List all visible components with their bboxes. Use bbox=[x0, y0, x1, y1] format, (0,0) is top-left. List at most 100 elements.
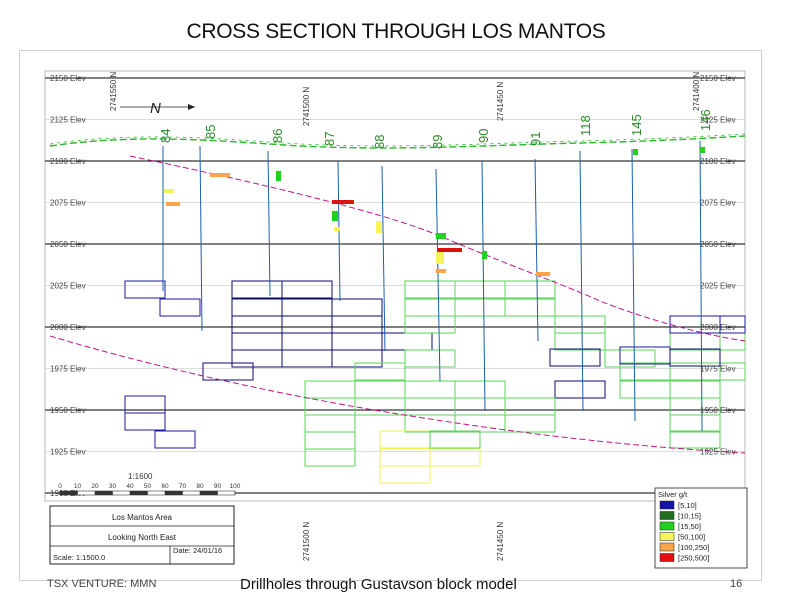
hole-id-label: 86 bbox=[270, 129, 285, 143]
legend-title: Silver g/t bbox=[658, 490, 688, 499]
elevation-label-right: 2075 Elev bbox=[700, 199, 736, 208]
model-block bbox=[304, 431, 356, 450]
model-block bbox=[404, 414, 456, 433]
northing-label: 2741500 N bbox=[302, 87, 311, 126]
northing-label-bottom: 2741450 N bbox=[496, 522, 505, 561]
drillhole-trace bbox=[699, 140, 703, 432]
model-block bbox=[619, 380, 671, 399]
model-block bbox=[354, 380, 406, 399]
model-block bbox=[604, 349, 656, 368]
scale-tick-label: 90 bbox=[214, 483, 222, 490]
lower-fault-trace bbox=[49, 335, 746, 454]
model-block bbox=[231, 280, 283, 299]
upper-fault-trace bbox=[129, 155, 746, 342]
cross-section-panel: 2150 Elev 2125 Elev 2100 Elev 2075 Elev 2050… bbox=[19, 50, 762, 581]
model-block bbox=[719, 315, 746, 334]
model-block bbox=[354, 362, 406, 381]
elevation-label-right: 1950 Elev bbox=[700, 406, 736, 415]
legend-swatch bbox=[659, 532, 675, 541]
page-number: 16 bbox=[730, 578, 743, 590]
scale-tick-label: 100 bbox=[230, 483, 241, 490]
legend-label: [5,10] bbox=[678, 501, 697, 510]
hole-id-label: 87 bbox=[322, 132, 337, 146]
model-block bbox=[404, 280, 456, 299]
elevation-label-right: 2150 Elev bbox=[700, 74, 736, 83]
model-block bbox=[669, 380, 721, 399]
legend-swatch bbox=[659, 521, 675, 531]
elevation-label-right: 2000 Elev bbox=[700, 323, 736, 332]
model-block bbox=[281, 315, 333, 334]
legend-swatch bbox=[659, 553, 675, 562]
model-block bbox=[669, 414, 721, 433]
model-block bbox=[379, 465, 431, 484]
model-block bbox=[454, 280, 506, 299]
model-block bbox=[331, 298, 383, 317]
hole-id-label: 146 bbox=[698, 109, 713, 131]
legend-swatch bbox=[659, 511, 675, 520]
drillhole-trace bbox=[534, 158, 539, 342]
elevation-grid bbox=[45, 77, 745, 494]
grade-legend: Silver g/t [5,10][10,15][15,50][50,100][… bbox=[654, 487, 748, 569]
northing-labels: 2741550 N 2741500 N 2741450 N 2741400 N … bbox=[109, 72, 701, 561]
hole-id-labels: 84 85 86 87 88 89 90 91 118 145 146 bbox=[158, 109, 713, 149]
hole-id-label: 90 bbox=[476, 129, 491, 143]
title-block-scale: Scale: 1:1500.0 bbox=[53, 553, 105, 562]
model-block bbox=[304, 448, 356, 467]
model-block bbox=[719, 362, 746, 381]
model-block bbox=[331, 332, 383, 351]
elevation-label-left: 1925 Elev bbox=[50, 448, 86, 457]
model-block bbox=[404, 349, 456, 368]
model-block bbox=[331, 315, 383, 334]
model-block bbox=[381, 332, 433, 351]
elevation-label-right: 1925 Elev bbox=[700, 448, 736, 457]
model-block bbox=[504, 298, 556, 317]
scale-tick-label: 80 bbox=[196, 483, 204, 490]
northing-label: 2741400 N bbox=[692, 72, 701, 111]
model-block bbox=[231, 315, 283, 334]
title-block-area: Los Mantos Area bbox=[112, 513, 173, 522]
north-arrow-label: N bbox=[150, 100, 161, 117]
model-block bbox=[504, 397, 556, 416]
slide-title: CROSS SECTION THROUGH LOS MANTOS bbox=[186, 20, 606, 43]
hole-id-label: 145 bbox=[629, 114, 644, 136]
model-block bbox=[669, 332, 721, 351]
model-block bbox=[429, 448, 481, 467]
north-arrow-icon: N bbox=[120, 100, 195, 117]
elevation-label-right: 2050 Elev bbox=[700, 240, 736, 249]
scale-tick-label: 10 bbox=[74, 483, 82, 490]
elevation-label-left: 2025 Elev bbox=[50, 282, 86, 291]
northing-label: 2741550 N bbox=[109, 72, 118, 111]
drillholes bbox=[162, 140, 703, 432]
elevation-label-right: 1975 Elev bbox=[700, 365, 736, 374]
model-block bbox=[281, 332, 333, 351]
model-block bbox=[231, 349, 283, 368]
model-block bbox=[124, 395, 166, 414]
drillhole-trace bbox=[267, 150, 271, 297]
footer-ticker: TSX VENTURE: MMN bbox=[47, 578, 157, 590]
scale-tick-label: 60 bbox=[161, 483, 169, 490]
model-block bbox=[454, 397, 506, 416]
legend-swatch bbox=[659, 500, 675, 510]
title-block-date: Date: 24/01/16 bbox=[173, 546, 222, 555]
model-block bbox=[154, 430, 196, 449]
model-block bbox=[404, 315, 456, 334]
hole-id-label: 85 bbox=[203, 125, 218, 139]
model-block bbox=[669, 430, 721, 449]
elevation-label-left: 2125 Elev bbox=[50, 116, 86, 125]
section-frame bbox=[44, 70, 746, 502]
model-block bbox=[124, 412, 166, 431]
model-block bbox=[331, 349, 383, 368]
legend-label: [50,100] bbox=[678, 533, 705, 542]
model-block bbox=[404, 397, 456, 416]
hole-id-label: 118 bbox=[578, 115, 593, 136]
model-block bbox=[454, 298, 506, 317]
model-block bbox=[504, 280, 556, 299]
model-block bbox=[304, 414, 356, 433]
northing-label: 2741450 N bbox=[496, 82, 505, 121]
drillhole-trace bbox=[481, 160, 486, 412]
legend-swatch bbox=[659, 542, 675, 552]
legend-label: [250,500] bbox=[678, 554, 709, 563]
model-block bbox=[504, 414, 556, 433]
